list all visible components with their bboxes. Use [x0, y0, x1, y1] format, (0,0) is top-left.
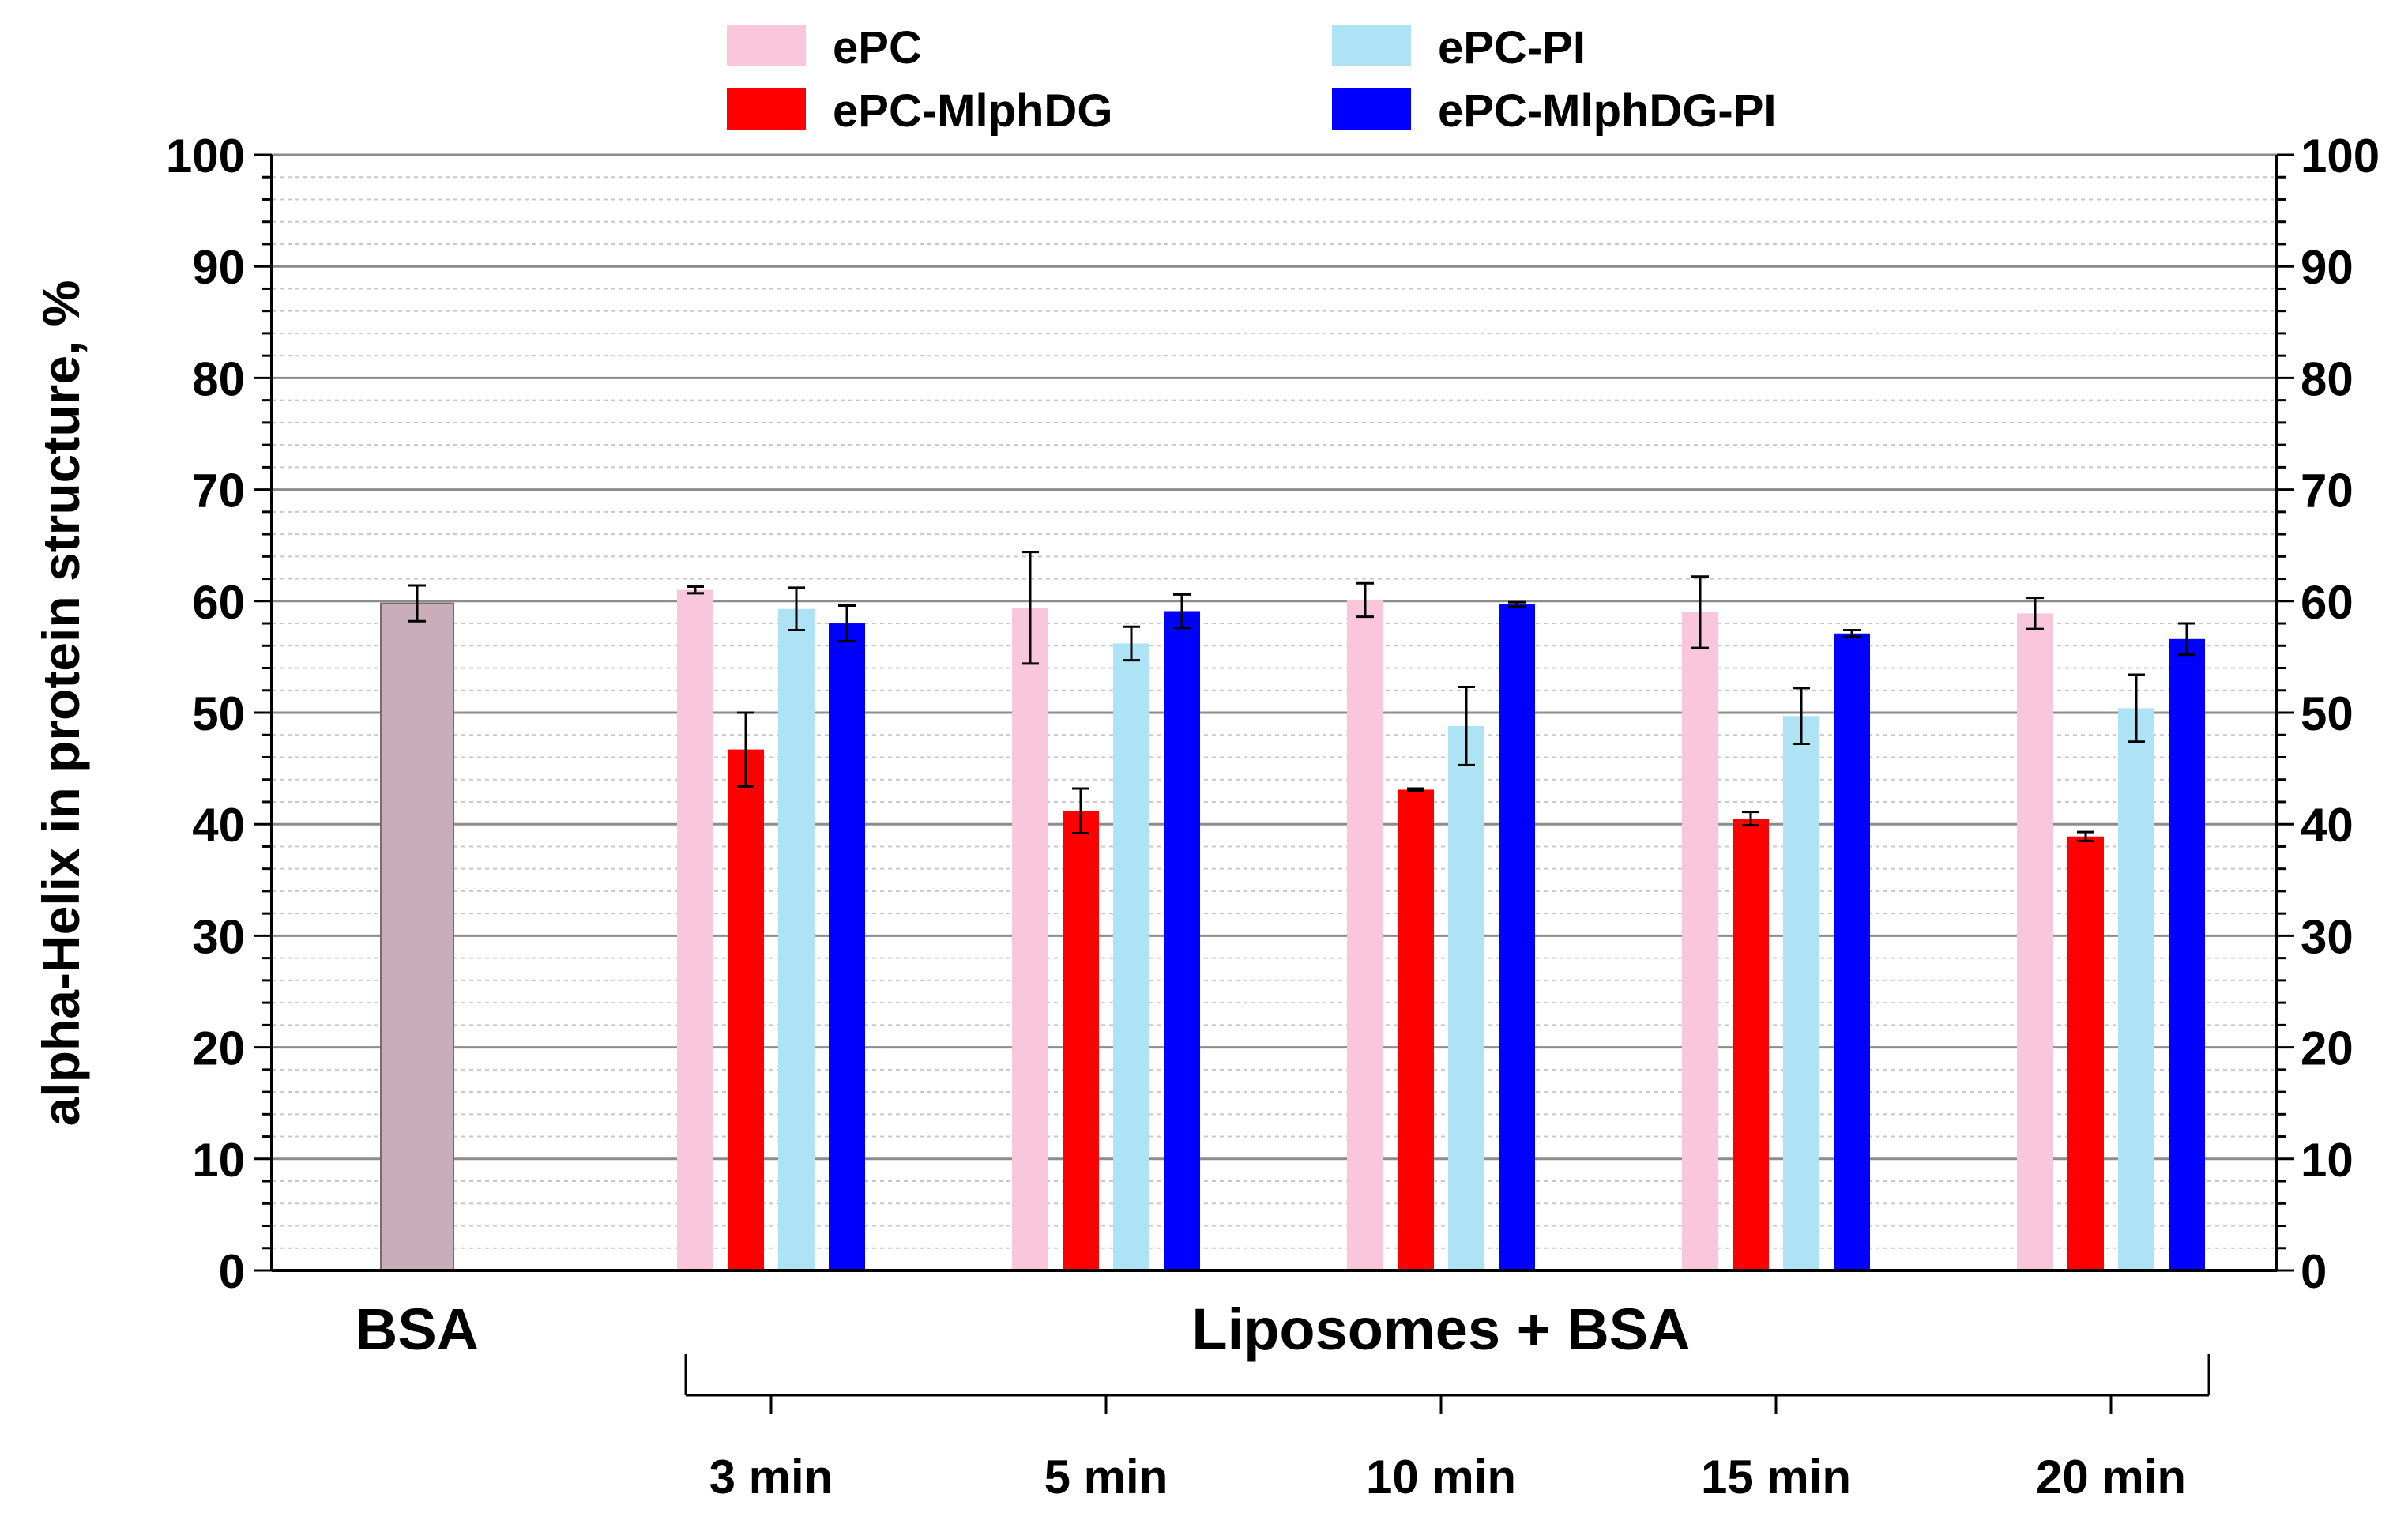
- y-axis-title: alpha-Helix in protein structure, %: [32, 280, 90, 1127]
- category-label: 3 min: [709, 1451, 833, 1504]
- y-tick-label-left: 100: [166, 130, 245, 183]
- legend-label: ePC-MlphDG-PI: [1438, 85, 1777, 137]
- y-tick-label-right: 80: [2301, 352, 2353, 405]
- y-tick-label-right: 20: [2301, 1022, 2353, 1075]
- category-label: 10 min: [1366, 1451, 1516, 1504]
- bar-epc-mlphdg-pi-3min: [829, 623, 865, 1270]
- bar-epc-pi-20min: [2118, 708, 2154, 1270]
- category-label: 5 min: [1044, 1451, 1168, 1504]
- legend-label: ePC-MlphDG: [833, 85, 1112, 137]
- y-tick-label-right: 100: [2301, 130, 2380, 183]
- y-tick-label-left: 10: [192, 1134, 245, 1187]
- category-label: 15 min: [1701, 1451, 1851, 1504]
- bar-epc-pi-15min: [1783, 716, 1819, 1270]
- y-tick-label-right: 0: [2301, 1245, 2327, 1298]
- y-tick-label-right: 60: [2301, 576, 2353, 629]
- bar-epc-mlphdg-pi-20min: [2169, 638, 2205, 1270]
- bar-epc-mlphdg-5min: [1063, 811, 1099, 1270]
- axes-layer: 0 0 10 10 20 20 30 30 40 40 50 50 60 60 70 70 80 80 90 90 10…: [166, 130, 2380, 1504]
- y-tick-label-right: 30: [2301, 910, 2353, 963]
- reference-label: BSA: [356, 1297, 479, 1362]
- y-tick-label-right: 90: [2301, 241, 2353, 294]
- legend-label: ePC-PI: [1438, 22, 1586, 73]
- y-tick-label-left: 30: [192, 910, 245, 963]
- legend-label: ePC: [833, 22, 922, 73]
- y-tick-label-left: 90: [192, 241, 245, 294]
- y-tick-label-left: 40: [192, 799, 245, 852]
- category-label: 20 min: [2036, 1451, 2186, 1504]
- y-tick-label-right: 70: [2301, 465, 2353, 517]
- bar-epc-mlphdg-pi-15min: [1834, 633, 1870, 1270]
- bar-epc-3min: [677, 589, 713, 1270]
- bar-epc-pi-3min: [778, 608, 815, 1270]
- bars-layer: [380, 551, 2205, 1271]
- bar-epc-pi-10min: [1448, 725, 1484, 1270]
- legend-swatch: [1332, 88, 1411, 130]
- grid-layer: [272, 153, 2277, 1249]
- y-tick-label-left: 70: [192, 465, 245, 517]
- bar-reference: [380, 602, 454, 1271]
- group-bracket-label: Liposomes + BSA: [1191, 1297, 1690, 1362]
- bar-epc-mlphdg-pi-10min: [1499, 604, 1535, 1270]
- legend: ePC ePC-MlphDG ePC-PI ePC-MlphDG-PI: [727, 22, 1777, 137]
- y-tick-label-right: 40: [2301, 799, 2353, 852]
- legend-swatch: [1332, 25, 1411, 66]
- bar-epc-mlphdg-20min: [2067, 836, 2104, 1270]
- bar-epc-pi-5min: [1113, 643, 1149, 1270]
- y-tick-label-right: 50: [2301, 687, 2353, 740]
- bar-epc-10min: [1347, 600, 1383, 1270]
- bar-epc-mlphdg-pi-5min: [1164, 611, 1200, 1270]
- legend-swatch: [727, 25, 806, 66]
- y-tick-label-left: 0: [219, 1245, 245, 1298]
- bar-epc-5min: [1012, 608, 1048, 1270]
- bar-epc-20min: [2017, 613, 2053, 1270]
- y-tick-label-left: 80: [192, 352, 245, 405]
- bar-epc-mlphdg-15min: [1733, 819, 1769, 1270]
- y-tick-label-right: 10: [2301, 1134, 2353, 1187]
- bar-epc-15min: [1682, 612, 1718, 1270]
- y-tick-label-left: 50: [192, 687, 245, 740]
- bar-epc-mlphdg-3min: [728, 749, 764, 1270]
- y-tick-label-left: 60: [192, 576, 245, 629]
- legend-swatch: [727, 88, 806, 130]
- bar-epc-mlphdg-10min: [1398, 789, 1434, 1270]
- y-tick-label-left: 20: [192, 1022, 245, 1075]
